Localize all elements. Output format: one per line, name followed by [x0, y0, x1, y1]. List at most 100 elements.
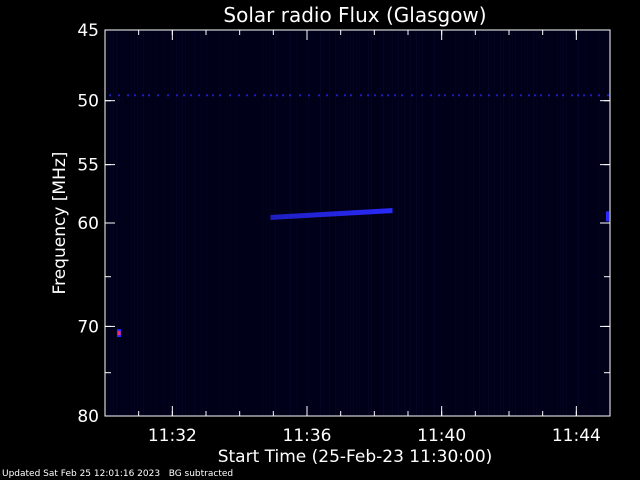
noise-column: [275, 30, 276, 416]
noise-column: [533, 30, 534, 416]
persistent-line-mark: [562, 94, 564, 97]
drifting-band-mark: [298, 213, 301, 219]
noise-column: [359, 30, 360, 416]
noise-column: [353, 30, 354, 416]
edge-mark: [606, 211, 609, 222]
drifting-band-mark: [388, 208, 391, 214]
noise-column: [392, 30, 393, 416]
footer-status: Updated Sat Feb 25 12:01:16 2023 BG subt…: [2, 469, 233, 479]
noise-column: [461, 30, 462, 416]
noise-column: [401, 30, 402, 416]
persistent-line-mark: [452, 94, 454, 97]
plot-background: [105, 30, 610, 416]
noise-column: [278, 30, 279, 416]
noise-column: [545, 30, 546, 416]
persistent-line-mark: [219, 94, 221, 97]
persistent-line-mark: [263, 94, 265, 97]
persistent-line-mark: [458, 94, 460, 97]
noise-column: [326, 30, 327, 416]
drifting-band-mark: [380, 208, 383, 214]
drifting-band-mark: [362, 209, 365, 215]
footer-updated: Updated Sat Feb 25 12:01:16 2023: [2, 469, 161, 479]
noise-column: [341, 30, 342, 416]
persistent-line-mark: [299, 94, 301, 97]
noise-column: [227, 30, 228, 416]
noise-column: [473, 30, 474, 416]
noise-column: [305, 30, 306, 416]
persistent-line-mark: [190, 94, 192, 97]
persistent-line-mark: [350, 94, 352, 97]
persistent-line-mark: [381, 94, 383, 97]
y-axis-ticks: 45 50 55 60 70 80: [77, 21, 610, 427]
drifting-band-mark: [342, 210, 345, 216]
noise-column: [290, 30, 291, 416]
drifting-band-mark: [390, 208, 393, 214]
persistent-line-mark: [520, 94, 522, 97]
noise-column: [137, 30, 138, 416]
noise-column: [236, 30, 237, 416]
drifting-band-mark: [272, 214, 275, 220]
drifting-band-mark: [312, 212, 315, 218]
drifting-band-mark: [354, 210, 357, 216]
noise-column: [206, 30, 207, 416]
noise-column: [512, 30, 513, 416]
noise-column: [320, 30, 321, 416]
noise-column: [122, 30, 123, 416]
noise-column: [296, 30, 297, 416]
persistent-line-mark: [254, 94, 256, 97]
drifting-band-mark: [368, 209, 371, 215]
persistent-line-mark: [387, 94, 389, 97]
noise-column: [488, 30, 489, 416]
persistent-line-mark: [246, 94, 248, 97]
drifting-band-mark: [384, 208, 387, 214]
noise-column: [434, 30, 435, 416]
noise-column: [410, 30, 411, 416]
drifting-band-mark: [352, 210, 355, 216]
drifting-band-mark: [336, 211, 339, 217]
x-tick-label: 11:32: [148, 426, 197, 446]
persistent-line-mark: [511, 94, 513, 97]
persistent-line-mark: [466, 94, 468, 97]
drifting-band-mark: [350, 210, 353, 216]
drifting-band-mark: [334, 211, 337, 217]
persistent-line-mark: [598, 94, 600, 97]
persistent-line-mark: [411, 94, 413, 97]
persistent-line-mark: [528, 94, 530, 97]
persistent-line-mark: [473, 94, 475, 97]
drifting-band-mark: [278, 214, 281, 220]
noise-column: [536, 30, 537, 416]
noise-column: [416, 30, 417, 416]
noise-column: [284, 30, 285, 416]
footer-note: BG subtracted: [168, 469, 234, 479]
drifting-band-mark: [276, 214, 279, 220]
persistent-line-mark: [488, 94, 490, 97]
noise-column: [329, 30, 330, 416]
persistent-line-mark: [548, 94, 550, 97]
noise-column: [230, 30, 231, 416]
persistent-line-mark: [282, 94, 284, 97]
persistent-line-mark: [318, 94, 320, 97]
noise-column: [479, 30, 480, 416]
persistent-line-mark: [109, 94, 111, 97]
x-axis-label: Start Time (25-Feb-23 11:30:00): [218, 447, 493, 467]
x-axis-ticks: 11:32 11:36 11:40 11:44: [104, 30, 611, 446]
noise-column: [485, 30, 486, 416]
noise-column: [527, 30, 528, 416]
persistent-line-mark: [496, 94, 498, 97]
noise-column: [179, 30, 180, 416]
noise-column: [578, 30, 579, 416]
noise-column: [515, 30, 516, 416]
y-tick-label: 50: [77, 92, 99, 112]
noise-column: [386, 30, 387, 416]
persistent-line-mark: [198, 94, 200, 97]
noise-column: [491, 30, 492, 416]
noise-column: [200, 30, 201, 416]
persistent-line-mark: [444, 94, 446, 97]
persistent-line-mark: [276, 94, 278, 97]
noise-column: [218, 30, 219, 416]
drifting-band-mark: [360, 209, 363, 215]
noise-column: [164, 30, 165, 416]
persistent-line-mark: [438, 94, 440, 97]
persistent-line-mark: [206, 94, 208, 97]
persistent-line-mark: [118, 94, 120, 97]
